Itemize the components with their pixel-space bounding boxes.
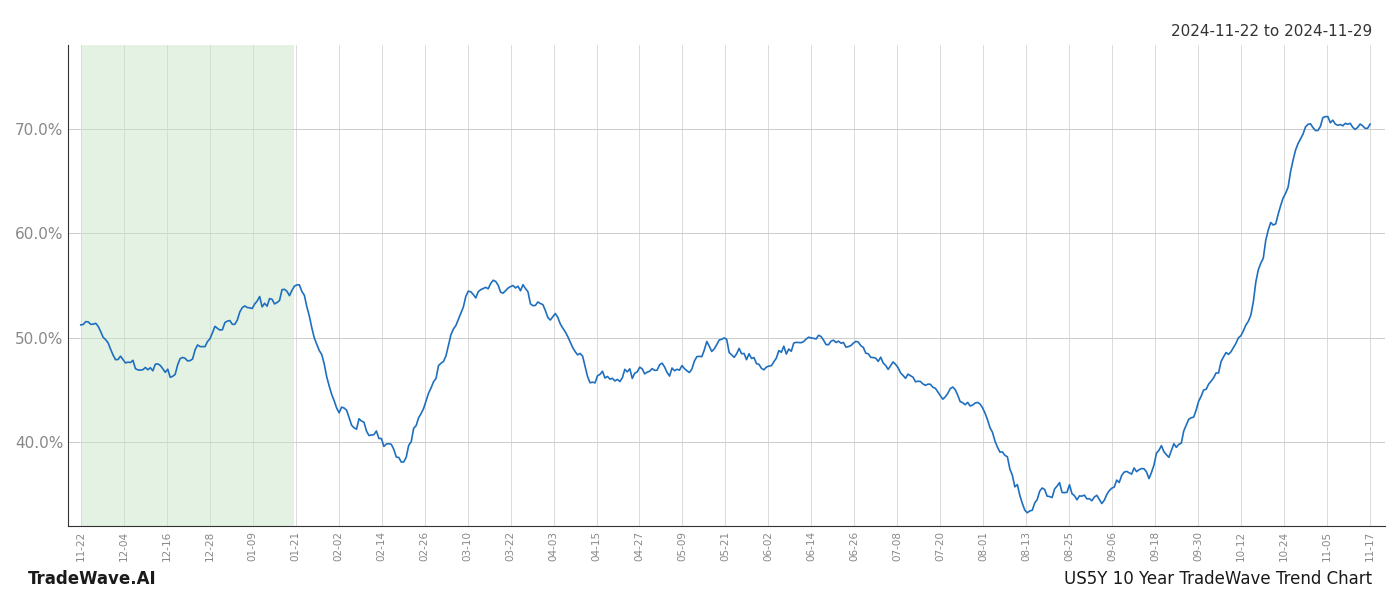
Text: TradeWave.AI: TradeWave.AI [28,570,157,588]
Text: 2024-11-22 to 2024-11-29: 2024-11-22 to 2024-11-29 [1170,24,1372,39]
Text: US5Y 10 Year TradeWave Trend Chart: US5Y 10 Year TradeWave Trend Chart [1064,570,1372,588]
Bar [81,45,294,526]
